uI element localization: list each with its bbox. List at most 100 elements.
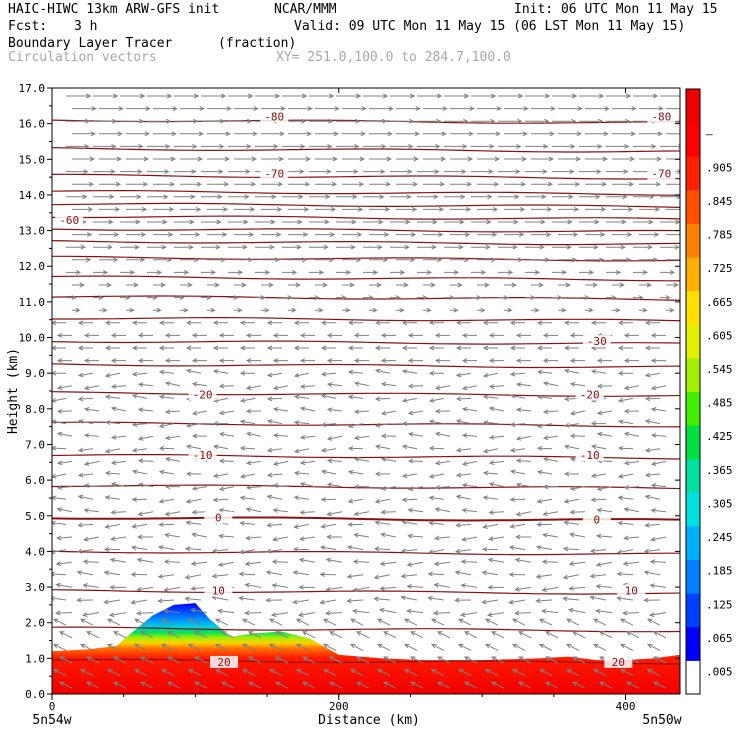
circulation-vector [633,93,659,99]
circulation-vector [606,269,622,275]
circulation-vector [248,631,262,639]
circulation-vector [137,332,153,338]
circulation-vector [218,431,235,437]
circulation-vector [596,383,613,389]
circulation-vector [542,409,559,415]
circulation-vector [185,422,202,428]
circulation-vector [185,320,201,326]
circulation-vector [191,485,208,491]
circulation-vector [319,572,337,577]
circulation-vector [639,282,652,288]
circulation-vector [509,393,526,399]
circulation-vector [293,420,310,426]
circulation-vector [390,244,410,250]
circulation-vector [405,608,424,614]
colorbar-swatch [686,593,700,628]
circulation-vector [612,181,635,187]
circulation-vector [293,523,310,529]
circulation-vector [137,358,153,364]
circulation-vector [378,607,397,614]
circulation-vector [107,669,121,677]
circulation-vector [347,423,364,429]
circulation-vector [455,447,472,453]
circulation-vector [363,93,389,99]
circulation-vector [342,307,351,313]
circulation-vector [647,669,661,677]
circulation-vector [666,282,679,288]
circulation-vector [433,582,451,588]
circulation-vector [140,631,154,639]
circulation-vector [498,118,523,124]
circulation-vector [104,372,121,378]
circulation-vector [525,93,551,99]
circulation-vector [373,546,391,552]
circulation-vector [110,332,126,338]
circulation-vector [666,234,680,236]
circulation-vector [558,282,571,288]
contour-label: -70 [651,168,671,181]
circulation-vector [434,460,451,466]
circulation-vector [212,369,229,374]
cross-section-coordinates: XY= 251.0,100.0 to 284.7,100.0 [276,50,511,65]
circulation-vector [590,444,607,450]
circulation-vector [296,669,310,677]
circulation-vector [643,570,661,576]
circulation-vector [596,486,613,492]
circulation-vector [239,320,255,326]
circulation-vector [458,643,472,651]
contour-label-background [604,655,633,668]
circulation-vector [342,257,362,263]
circulation-vector [72,257,92,263]
circulation-vector [228,295,239,301]
circulation-vector [455,522,472,528]
circulation-vector [488,406,505,412]
circulation-vector [356,631,370,639]
circulation-vector [52,419,67,425]
circulation-vector [174,194,196,200]
circulation-vector [504,206,526,212]
y-tick-label: 13.0 [19,225,46,238]
circulation-vector [434,332,450,338]
circulation-vector [623,484,640,490]
circulation-vector [353,332,369,338]
circulation-vector [460,559,478,565]
circulation-vector [269,643,283,651]
circulation-vector [498,143,522,149]
circulation-vector [52,445,67,451]
colorbar-swatch [686,626,700,661]
circulation-vector [320,393,337,399]
colorbar-label: .545 [706,363,733,376]
circulation-vector [83,483,100,489]
circulation-vector [299,434,316,440]
circulation-vector [323,669,337,677]
circulation-vector [207,232,228,238]
circulation-vector [552,194,574,200]
circulation-vector [461,385,478,391]
circulation-vector [103,570,121,576]
circulation-vector [137,382,154,388]
circulation-vector [590,369,607,375]
circulation-vector [454,570,472,576]
circulation-vector [83,432,100,438]
circulation-vector [72,232,93,238]
circulation-vector [77,345,93,351]
circulation-vector [228,143,252,149]
circulation-vector [464,681,478,689]
colorbar-frame [685,88,701,695]
circulation-vector [539,643,553,651]
circulation-vector [477,307,486,313]
circulation-vector [647,618,661,626]
circulation-vector [153,257,173,263]
circulation-vector [531,257,551,263]
y-tick-label: 10.0 [19,332,46,345]
circulation-vector [444,118,469,124]
circulation-vector [272,483,289,489]
circulation-vector [444,143,468,149]
circulation-vector [552,244,572,250]
circulation-vector [508,545,526,551]
x-axis: 0 200 400 [49,88,635,713]
circulation-vector [594,608,613,614]
circulation-vector [454,548,472,554]
circulation-vector [185,498,202,504]
circulation-vector [239,397,256,403]
